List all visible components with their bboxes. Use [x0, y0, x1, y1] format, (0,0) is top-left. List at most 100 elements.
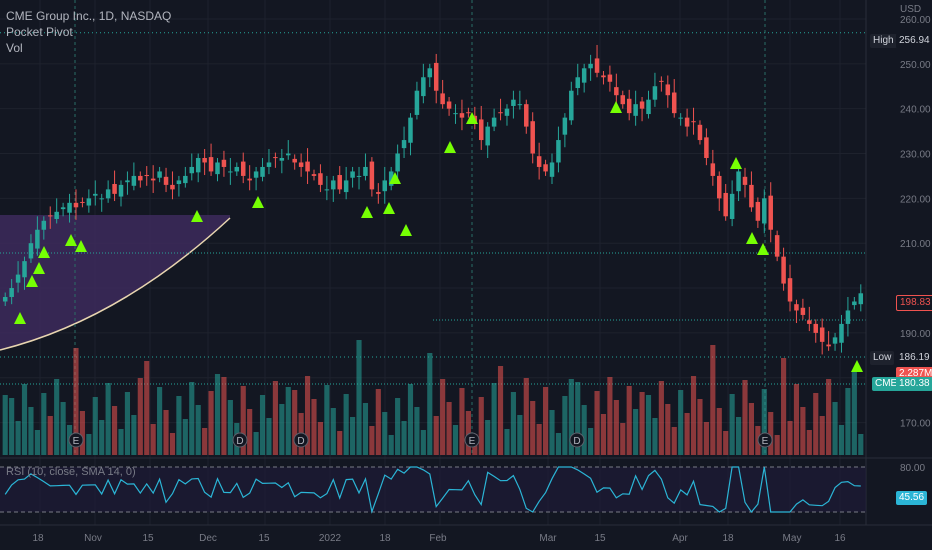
- volume-bar: [575, 382, 581, 455]
- earnings-icon: [68, 432, 84, 448]
- volume-bar: [858, 434, 864, 455]
- volume-bar: [362, 403, 369, 455]
- candle: [543, 164, 548, 172]
- event-label: D: [573, 436, 580, 447]
- volume-bar: [47, 416, 53, 455]
- volume-bar: [633, 409, 639, 455]
- volume-bar: [176, 396, 182, 455]
- candle: [511, 99, 516, 106]
- volume-bar: [105, 383, 111, 455]
- volume-bar: [157, 387, 163, 455]
- volume-bar: [118, 429, 124, 455]
- candle: [594, 58, 600, 73]
- candle: [305, 161, 310, 172]
- candle: [170, 184, 175, 190]
- candle: [183, 175, 188, 184]
- candle: [331, 180, 336, 190]
- candle: [2, 297, 8, 302]
- volume-bar: [716, 408, 722, 455]
- volume-bar: [21, 384, 28, 455]
- candle: [549, 162, 555, 177]
- candle: [691, 121, 696, 123]
- last-price-tag: 198.83: [896, 295, 932, 311]
- volume-bar: [787, 421, 793, 455]
- volume-bar: [137, 378, 143, 455]
- volume-bar: [414, 407, 420, 455]
- candle: [504, 108, 510, 116]
- volume-bar: [710, 345, 716, 455]
- pocket-pivot-icon: [746, 232, 758, 244]
- volume-bar: [684, 413, 690, 455]
- candle: [93, 193, 98, 196]
- volume-bar: [124, 392, 131, 455]
- candle: [60, 207, 66, 210]
- volume-bar: [665, 404, 671, 455]
- candle: [99, 198, 104, 200]
- time-tick: May: [783, 533, 802, 544]
- candle: [614, 87, 619, 96]
- pocket-pivot-icon: [65, 234, 77, 246]
- candle: [717, 175, 722, 199]
- candle: [221, 159, 227, 167]
- volume-bar: [427, 353, 433, 455]
- event-label: D: [297, 436, 304, 447]
- pivot-zone: [0, 215, 230, 350]
- candle: [453, 113, 458, 115]
- price-tick: 260.00: [900, 15, 931, 26]
- candle: [466, 112, 471, 114]
- candle: [787, 278, 793, 302]
- candle: [286, 153, 291, 156]
- candle: [620, 95, 626, 105]
- candle: [343, 180, 349, 193]
- candle: [125, 180, 130, 183]
- volume-bar: [588, 428, 594, 455]
- candle: [781, 256, 786, 284]
- event-label: E: [73, 436, 80, 447]
- pocket-pivot-icon: [851, 360, 863, 372]
- pocket-pivot-icon: [252, 196, 264, 208]
- volume-bar: [337, 431, 343, 455]
- volume-bar: [343, 394, 349, 455]
- volume-bar: [2, 395, 8, 455]
- volume-bar: [150, 424, 156, 455]
- candle: [298, 162, 304, 167]
- candle: [41, 220, 47, 230]
- volume-bar: [395, 398, 401, 455]
- candle: [652, 86, 658, 100]
- price-tick: 250.00: [900, 60, 931, 71]
- price-tick: 170.00: [900, 419, 931, 430]
- volume-bar: [729, 394, 735, 455]
- candle: [408, 117, 413, 143]
- volume-bar: [311, 399, 317, 455]
- pivot-curve: [0, 217, 231, 351]
- candle: [266, 162, 272, 167]
- earnings-icon: [464, 432, 480, 448]
- candle: [28, 243, 34, 259]
- volume-bar: [401, 421, 407, 455]
- time-tick: 18: [379, 533, 391, 544]
- volume-bar: [826, 379, 832, 455]
- volume-bar: [510, 392, 516, 455]
- candle: [459, 113, 465, 118]
- volume-bar: [9, 398, 15, 455]
- symbol-tag: CME: [872, 377, 901, 391]
- volume-bar: [28, 407, 34, 455]
- candle: [800, 307, 806, 315]
- candle: [749, 184, 754, 208]
- volume-bar: [645, 395, 652, 455]
- low-label: Low: [870, 351, 895, 365]
- volume-bar: [536, 424, 542, 455]
- candle: [446, 101, 452, 109]
- symbol-title: CME Group Inc., 1D, NASDAQ: [6, 9, 172, 23]
- candle: [363, 166, 368, 176]
- volume-bar: [626, 386, 632, 455]
- volume-bar: [555, 433, 562, 455]
- volume-bar: [112, 406, 118, 455]
- pocket-pivot-study: Pocket Pivot: [6, 25, 73, 39]
- rsi-value-tag: 45.56: [896, 491, 928, 505]
- volume-bar: [54, 379, 60, 455]
- candle: [710, 163, 716, 176]
- candle: [845, 310, 851, 324]
- candle: [54, 211, 59, 219]
